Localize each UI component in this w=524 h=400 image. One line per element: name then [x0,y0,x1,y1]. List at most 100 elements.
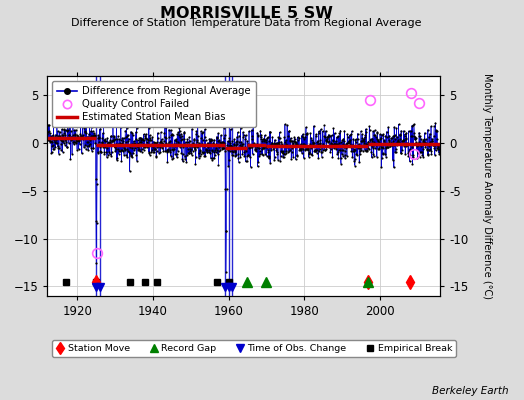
Point [196,147,204,153]
Point [249,141,258,148]
Point [85,122,94,128]
Point [249,121,257,127]
Point [47,138,55,145]
Point [180,130,188,136]
Text: Berkeley Earth: Berkeley Earth [432,386,508,396]
Point [324,134,332,140]
Point [60,130,68,136]
Point [412,140,420,146]
Point [421,144,430,151]
Point [365,141,373,147]
Point [398,141,407,148]
Point [84,147,92,154]
Point [235,139,244,146]
Point [339,141,347,147]
Point [212,145,221,151]
Point [112,123,121,129]
Point [152,153,161,160]
Point [329,136,337,143]
Point [227,142,236,149]
Point [268,134,277,140]
Point [369,128,377,134]
Point [208,148,216,154]
Point [247,136,256,142]
Point [432,127,440,134]
Point [157,129,165,136]
Point [245,144,253,151]
Point [130,141,139,148]
Point [74,136,82,143]
Point [372,142,380,148]
Point [47,132,55,139]
Point [327,142,335,149]
Point [321,137,330,144]
Point [267,144,275,150]
Point [319,128,327,134]
Point [199,137,207,144]
Point [409,122,417,128]
Point [231,149,239,155]
Point [405,149,413,155]
Point [413,142,422,148]
Point [358,135,367,142]
Point [94,132,102,139]
Point [84,138,92,145]
Point [198,141,206,148]
Point [342,143,350,149]
Point [260,138,268,144]
Point [114,150,123,157]
Point [124,131,132,138]
Point [113,157,121,163]
Point [83,134,92,140]
Point [205,136,213,142]
Point [357,138,366,144]
Point [106,133,115,139]
Point [210,136,219,143]
Point [356,151,364,157]
Point [81,128,89,135]
Point [151,140,159,146]
Point [297,141,305,147]
Point [422,140,431,147]
Point [368,136,377,142]
Point [125,168,134,174]
Point [260,132,269,139]
Point [178,136,186,142]
Point [246,144,254,150]
Point [99,130,107,136]
Point [299,131,307,137]
Point [48,139,56,146]
Point [69,139,78,145]
Point [88,124,96,130]
Point [222,228,231,234]
Point [68,136,77,143]
Point [49,146,57,152]
Point [138,146,146,153]
Point [267,141,275,147]
Point [386,143,394,149]
Point [243,138,252,144]
Point [422,140,431,147]
Point [228,152,236,158]
Point [172,136,180,142]
Point [384,144,392,150]
Point [93,142,102,148]
Point [309,141,317,148]
Point [133,158,141,164]
Point [92,176,100,182]
Point [208,147,216,154]
Point [264,154,272,160]
Point [230,136,238,142]
Point [340,137,348,144]
Point [360,135,368,142]
Point [296,142,304,148]
Point [280,150,289,157]
Point [130,140,138,146]
Point [108,138,116,144]
Point [54,150,63,157]
Point [357,147,366,154]
Point [72,140,80,147]
Point [302,124,310,130]
Point [341,151,349,158]
Point [228,138,236,144]
